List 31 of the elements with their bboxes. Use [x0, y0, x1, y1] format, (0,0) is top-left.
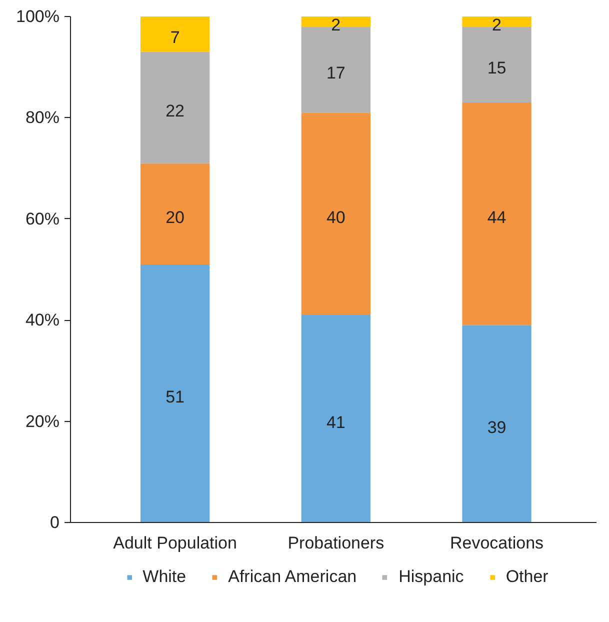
legend-label: Other	[506, 567, 548, 587]
bar	[301, 315, 370, 522]
data-label: 17	[326, 64, 346, 83]
y-tick-label: 100%	[16, 7, 60, 26]
bar	[462, 325, 532, 522]
y-tick-label: 40%	[25, 310, 60, 330]
data-label: 39	[487, 418, 506, 437]
data-label: 51	[166, 387, 185, 406]
data-label: 7	[170, 28, 180, 48]
data-label: 22	[166, 102, 185, 121]
x-tick-label: Adult Population	[113, 534, 237, 552]
bar	[301, 112, 370, 316]
bar	[140, 52, 210, 164]
bar	[140, 16, 210, 52]
legend-label: African American	[228, 567, 357, 587]
data-label: 44	[487, 208, 506, 227]
x-tick-label: Probationers	[288, 534, 384, 552]
bar	[140, 264, 210, 522]
y-tick-label: 20%	[25, 412, 60, 431]
data-label: 15	[487, 58, 506, 78]
y-tick-label: 80%	[25, 108, 60, 128]
y-tick-label: 60%	[25, 209, 60, 228]
bar	[462, 102, 532, 326]
x-tick-label: Revocations	[450, 534, 544, 552]
bar	[140, 163, 210, 264]
data-label: 40	[326, 208, 346, 227]
y-tick-label: 0	[50, 513, 60, 532]
data-label: 20	[166, 208, 185, 227]
legend-label: White	[142, 567, 186, 587]
data-label: 41	[326, 412, 346, 432]
legend-label: Hispanic	[398, 567, 464, 587]
